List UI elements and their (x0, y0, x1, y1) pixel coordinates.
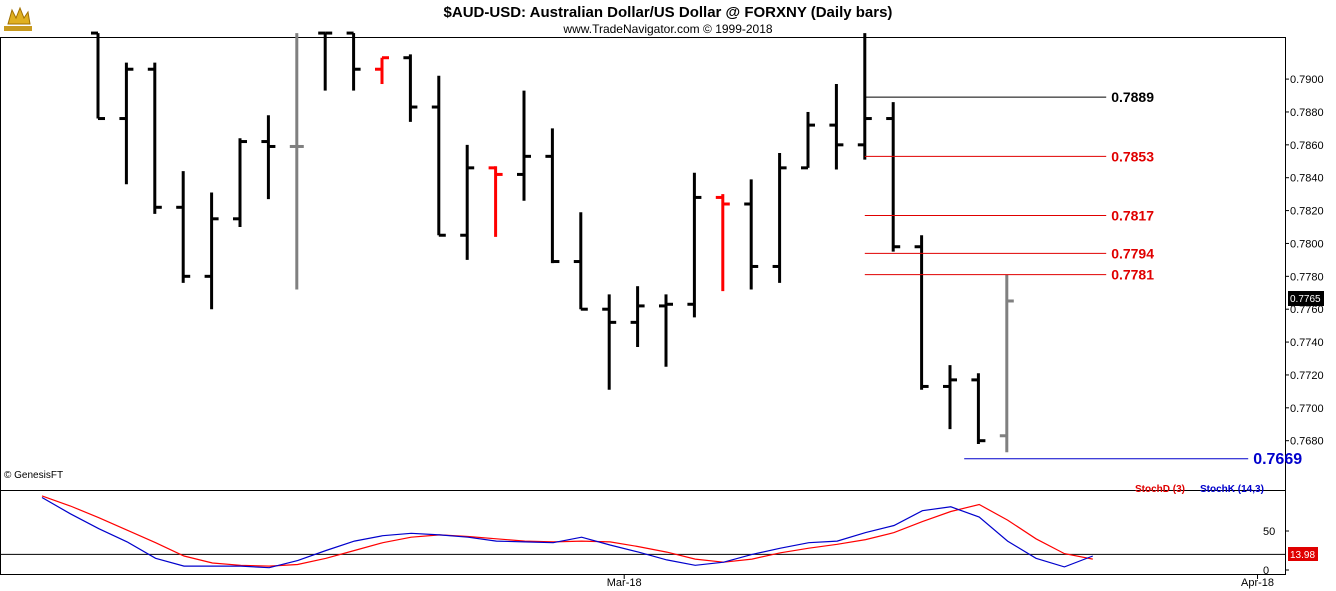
chart-title: $AUD-USD: Australian Dollar/US Dollar @ … (444, 4, 893, 21)
price-tick-label: 0.7700 (1290, 403, 1324, 415)
ohlc-bar (801, 111, 815, 170)
ohlc-bar (829, 84, 844, 170)
ohlc-bar (460, 144, 475, 260)
last-price-label: 0.7765 (1290, 294, 1321, 305)
ohlc-bar (630, 286, 645, 348)
ohlc-bar (488, 166, 503, 237)
last-price-tag: 0.7765 (1288, 291, 1324, 306)
stochastic-panel: 50 0 (0, 495, 1289, 577)
gold-bull-icon (4, 6, 32, 31)
date-axis: Mar-18 Apr-18 (607, 575, 1274, 589)
ohlc-bar (375, 56, 389, 85)
ohlc-bar (517, 90, 531, 201)
price-tick-label: 0.7780 (1290, 271, 1324, 283)
ohlc-bar (545, 128, 560, 264)
ohlc-bar (147, 62, 162, 214)
ohlc-bar (176, 171, 191, 283)
price-tick-label: 0.7900 (1290, 74, 1324, 86)
ohlc-bar (119, 62, 134, 185)
ohlc-bar (715, 194, 730, 292)
ohlc-bar (261, 115, 276, 200)
ohlc-bar (403, 54, 418, 122)
level-label: 0.7853 (1111, 148, 1154, 164)
price-tick-label: 0.7760 (1290, 304, 1324, 316)
ohlc-bar (573, 212, 588, 311)
stoch-k-line (41, 496, 1094, 569)
price-tick-label: 0.7800 (1290, 238, 1324, 250)
ohlc-bar (744, 179, 759, 290)
price-tick-label: 0.7740 (1290, 337, 1324, 349)
stoch-tick-label: 0 (1263, 565, 1269, 577)
level-label: 0.7817 (1111, 208, 1154, 224)
ohlc-bar (971, 373, 986, 444)
level-label: 0.7781 (1111, 267, 1154, 283)
stoch-panel-frame (0, 490, 1286, 575)
ohlc-bar (914, 235, 929, 390)
ohlc-bar (91, 31, 105, 121)
stoch-d-line (41, 495, 1093, 567)
legend-stoch-d: StochD (3) (1135, 484, 1185, 495)
ohlc-bar (318, 31, 333, 91)
stoch-tick-label: 50 (1263, 526, 1275, 538)
ohlc-bar (602, 294, 617, 390)
stoch-value-label: 13.98 (1290, 550, 1315, 561)
legend-stoch-k: StochK (14,3) (1200, 484, 1264, 495)
chart-subtitle: www.TradeNavigator.com © 1999-2018 (562, 22, 772, 36)
ohlc-bar (687, 172, 702, 318)
stoch-value-tag: 13.98 (1288, 547, 1318, 561)
ohlc-bar (431, 75, 446, 237)
date-tick-label: Apr-18 (1241, 577, 1274, 589)
price-axis: 0.7680 0.7700 0.7720 0.7740 0.7760 0.7780 0.78… (1285, 74, 1324, 448)
date-tick-label: Mar-18 (607, 577, 642, 589)
price-tick-label: 0.7820 (1290, 206, 1324, 218)
ohlc-bar (233, 138, 247, 228)
ohlc-bar (886, 102, 901, 252)
price-levels: 0.7889 0.7853 0.7817 0.7794 0.7781 0.7669 (864, 89, 1302, 468)
level-label: 0.7669 (1253, 451, 1302, 468)
ohlc-bar (204, 192, 219, 310)
ohlc-bar (289, 33, 304, 290)
level-label: 0.7794 (1111, 245, 1154, 261)
ohlc-bar (857, 33, 872, 160)
level-label: 0.7889 (1111, 89, 1154, 105)
price-tick-label: 0.7880 (1290, 107, 1324, 119)
price-tick-label: 0.7840 (1290, 173, 1324, 185)
ohlc-bar (659, 294, 673, 367)
ohlc-bars (91, 31, 1014, 453)
price-tick-label: 0.7720 (1290, 370, 1324, 382)
price-tick-label: 0.7860 (1290, 140, 1324, 152)
ohlc-bar (346, 31, 361, 91)
price-panel-frame (0, 37, 1286, 491)
ohlc-bar (943, 365, 957, 430)
copyright-label: © GenesisFT (4, 470, 63, 481)
ohlc-bar (999, 274, 1014, 453)
price-tick-label: 0.7680 (1290, 436, 1324, 448)
ohlc-bar (772, 153, 787, 283)
